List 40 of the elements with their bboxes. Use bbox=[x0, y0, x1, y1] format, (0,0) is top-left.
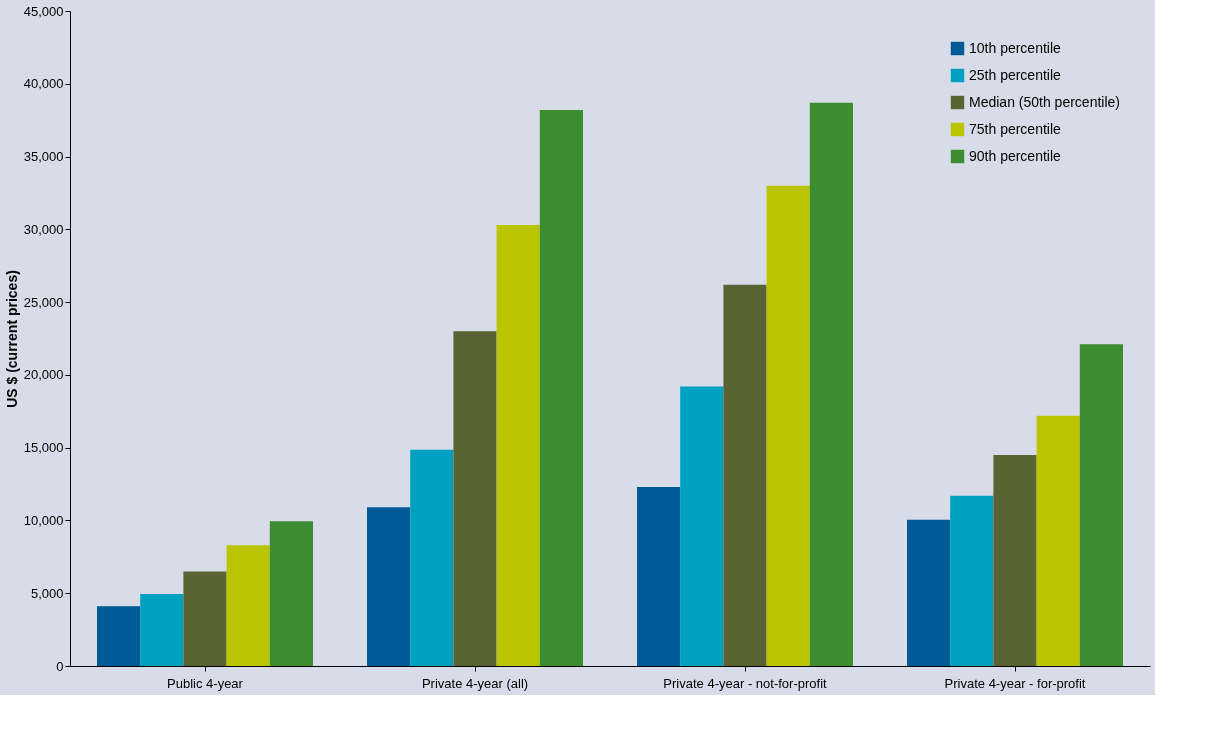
x-tick-label: Private 4-year (all) bbox=[421, 675, 529, 691]
bar bbox=[993, 454, 1037, 666]
legend-label: 10th percentile bbox=[969, 39, 1062, 56]
y-tick-label: 25,000 bbox=[23, 294, 64, 310]
y-tick-label: 40,000 bbox=[23, 76, 64, 92]
bar bbox=[410, 449, 454, 666]
bar bbox=[453, 331, 497, 666]
bar bbox=[1079, 344, 1123, 666]
legend-label: Median (50th percentile) bbox=[969, 93, 1120, 110]
legend-label: 75th percentile bbox=[969, 120, 1062, 137]
bar bbox=[183, 571, 227, 666]
legend-label: 90th percentile bbox=[969, 147, 1062, 164]
bar bbox=[723, 284, 767, 666]
bar bbox=[496, 224, 540, 666]
y-tick-label: 30,000 bbox=[23, 221, 64, 237]
y-tick-label: 0 bbox=[56, 658, 64, 674]
y-tick-label: 5,000 bbox=[30, 585, 64, 601]
y-tick-label: 15,000 bbox=[23, 440, 64, 456]
y-axis-title: US $ (current prices) bbox=[3, 270, 20, 408]
bar bbox=[226, 545, 270, 666]
x-tick-label: Private 4-year - not-for-profit bbox=[663, 675, 828, 691]
y-tick-label: 35,000 bbox=[23, 149, 64, 165]
bar bbox=[367, 507, 411, 666]
bar bbox=[907, 519, 951, 666]
bar bbox=[140, 593, 184, 666]
y-tick-label: 20,000 bbox=[23, 367, 64, 383]
bar bbox=[680, 386, 724, 666]
x-tick-label: Private 4-year - for-profit bbox=[944, 675, 1086, 691]
bar bbox=[637, 486, 681, 666]
y-tick-label: 10,000 bbox=[23, 512, 64, 528]
bar bbox=[950, 495, 994, 666]
bar bbox=[97, 606, 141, 666]
legend-label: 25th percentile bbox=[969, 66, 1062, 83]
bar bbox=[269, 521, 313, 666]
y-tick-label: 45,000 bbox=[23, 3, 64, 19]
bar bbox=[809, 102, 853, 666]
bar bbox=[1036, 415, 1080, 666]
bar bbox=[539, 109, 583, 666]
x-tick-label: Public 4-year bbox=[167, 675, 244, 691]
bar bbox=[766, 185, 810, 666]
